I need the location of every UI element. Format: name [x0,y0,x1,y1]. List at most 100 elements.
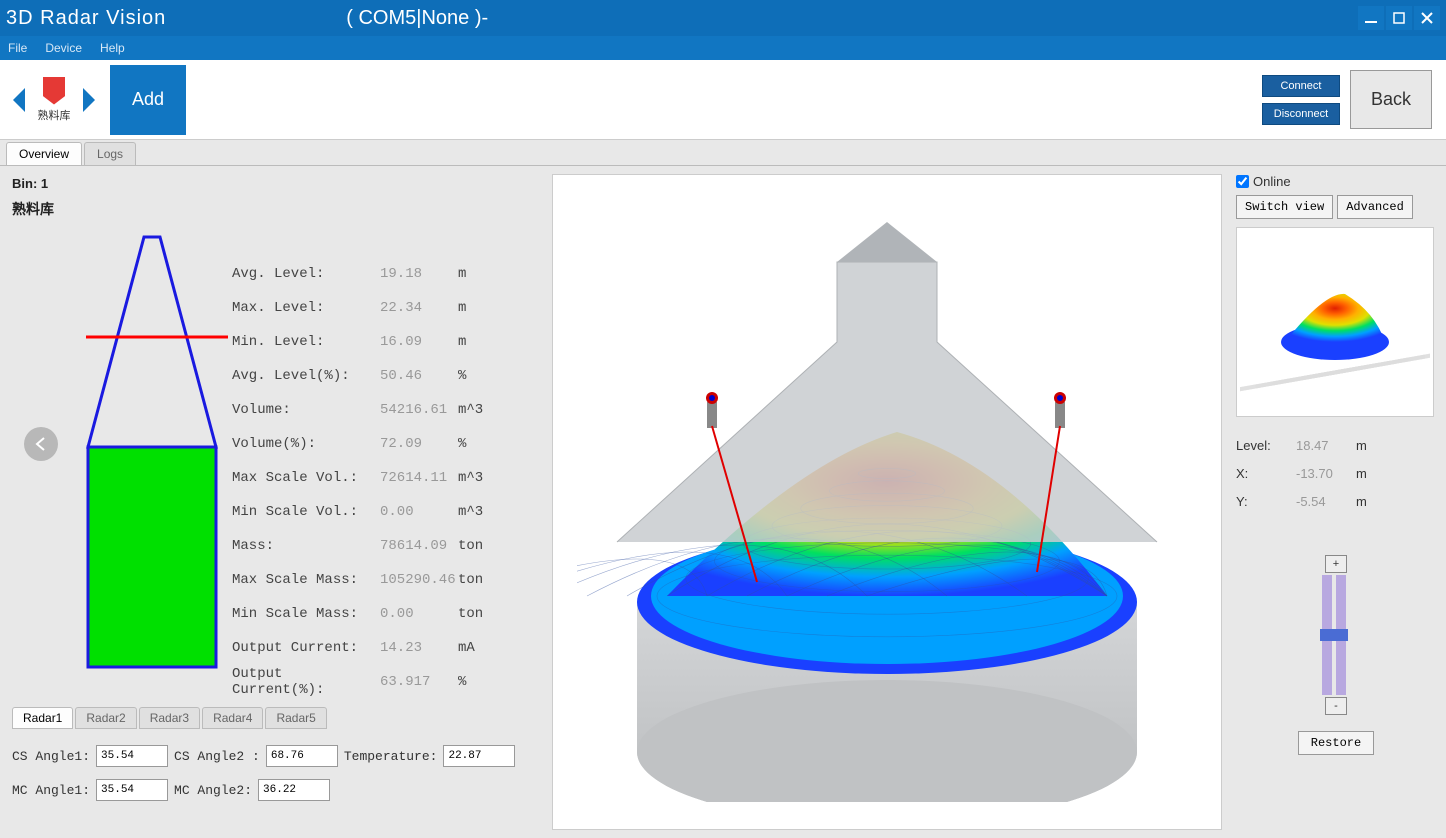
menubar: File Device Help [0,36,1446,60]
level-value: 18.47 [1296,438,1356,453]
connect-button[interactable]: Connect [1262,75,1340,97]
metric-label: Avg. Level: [232,266,380,282]
chevron-right-icon [79,86,99,114]
metric-row: Min Scale Vol.:0.00m^3 [232,495,536,529]
connection-status: ( COM5|None )- [346,7,488,30]
metric-unit: m [458,266,488,282]
online-label: Online [1253,174,1291,189]
back-button[interactable]: Back [1350,70,1432,129]
metric-label: Max. Level: [232,300,380,316]
metric-value: 72614.11 [380,470,458,486]
titlebar: 3D Radar Vision ( COM5|None )- [0,0,1446,36]
cs-angle1-input[interactable] [96,745,168,767]
y-unit: m [1356,494,1376,509]
switch-view-button[interactable]: Switch view [1236,195,1333,219]
slider-thumb-left[interactable] [1320,629,1334,641]
restore-button[interactable]: Restore [1298,731,1374,755]
metric-label: Min Scale Vol.: [232,504,380,520]
metric-row: Max Scale Mass:105290.46ton [232,563,536,597]
content: Bin: 1 熟料库 F Avg. Level:19.18mMax. Level… [0,166,1446,838]
metric-label: Max Scale Vol.: [232,470,380,486]
metric-value: 78614.09 [380,538,458,554]
mc-angle2-input[interactable] [258,779,330,801]
metric-label: Avg. Level(%): [232,368,380,384]
right-pane: Online Switch view Advanced Level: 18.47… [1226,166,1446,838]
radar-tabbar: Radar1Radar2Radar3Radar4Radar5 [12,707,536,729]
metric-value: 0.00 [380,504,458,520]
mini-3d-view[interactable] [1236,227,1434,417]
mc-angle1-input[interactable] [96,779,168,801]
nav-prev-button[interactable] [6,82,32,118]
cs-angle2-input[interactable] [266,745,338,767]
close-button[interactable] [1414,6,1440,30]
metric-value: 14.23 [380,640,458,656]
online-checkbox[interactable] [1236,175,1249,188]
x-unit: m [1356,466,1376,481]
metric-unit: ton [458,606,488,622]
left-pane: Bin: 1 熟料库 F Avg. Level:19.18mMax. Level… [0,166,548,838]
tab-logs[interactable]: Logs [84,142,136,165]
advanced-button[interactable]: Advanced [1337,195,1413,219]
slider-track[interactable] [1322,575,1350,695]
metric-row: Max. Level:22.34m [232,291,536,325]
metric-label: Mass: [232,538,380,554]
metric-unit: m^3 [458,470,488,486]
shield-icon [43,77,65,105]
metric-unit: ton [458,572,488,588]
metric-row: Output Current(%):63.917% [232,665,536,699]
metric-unit: % [458,368,488,384]
toolbar: 熟料库 Add Connect Disconnect Back [0,60,1446,140]
tab-overview[interactable]: Overview [6,142,82,165]
menu-file[interactable]: File [8,41,27,55]
metric-value: 105290.46 [380,572,458,588]
temperature-label: Temperature: [344,749,438,764]
metric-label: Output Current: [232,640,380,656]
metric-value: 54216.61 [380,402,458,418]
nav-next-button[interactable] [76,82,102,118]
cs-angle1-label: CS Angle1: [12,749,90,764]
metric-unit: m [458,300,488,316]
metric-unit: m^3 [458,402,488,418]
zoom-out-button[interactable]: - [1325,697,1347,715]
bin-name: 熟料库 [12,199,536,219]
mc-angle2-label: MC Angle2: [174,783,252,798]
metric-label: Min Scale Mass: [232,606,380,622]
metric-value: 0.00 [380,606,458,622]
prev-bin-button[interactable] [24,427,58,461]
3d-view[interactable] [552,174,1222,830]
metric-row: Min Scale Mass:0.00ton [232,597,536,631]
radar-tab-3[interactable]: Radar3 [139,707,200,729]
metric-row: Min. Level:16.09m [232,325,536,359]
main-tabbar: Overview Logs [0,140,1446,166]
metric-row: Volume:54216.61m^3 [232,393,536,427]
silo-picto[interactable]: 熟料库 [32,77,76,123]
disconnect-button[interactable]: Disconnect [1262,103,1340,125]
metric-value: 19.18 [380,266,458,282]
slider-thumb-right[interactable] [1334,629,1348,641]
radar-tab-5[interactable]: Radar5 [265,707,326,729]
radar-tab-2[interactable]: Radar2 [75,707,136,729]
temperature-input[interactable] [443,745,515,767]
metric-label: Max Scale Mass: [232,572,380,588]
metric-unit: % [458,674,488,690]
x-label: X: [1236,466,1296,481]
angle-grid: CS Angle1: CS Angle2 : Temperature: MC A… [12,739,536,807]
maximize-button[interactable] [1386,6,1412,30]
metric-value: 16.09 [380,334,458,350]
add-button[interactable]: Add [110,65,186,135]
radar-tab-4[interactable]: Radar4 [202,707,263,729]
metric-label: Volume(%): [232,436,380,452]
zoom-in-button[interactable]: + [1325,555,1347,573]
metric-row: Avg. Level:19.18m [232,257,536,291]
metric-unit: ton [458,538,488,554]
silo-picto-label: 熟料库 [32,107,76,123]
bin-label: Bin: 1 [12,176,536,191]
metric-row: Max Scale Vol.:72614.11m^3 [232,461,536,495]
metric-unit: mA [458,640,488,656]
minimize-button[interactable] [1358,6,1384,30]
radar-tab-1[interactable]: Radar1 [12,707,73,729]
menu-help[interactable]: Help [100,41,125,55]
menu-device[interactable]: Device [45,41,82,55]
metric-row: Output Current:14.23mA [232,631,536,665]
metric-unit: % [458,436,488,452]
